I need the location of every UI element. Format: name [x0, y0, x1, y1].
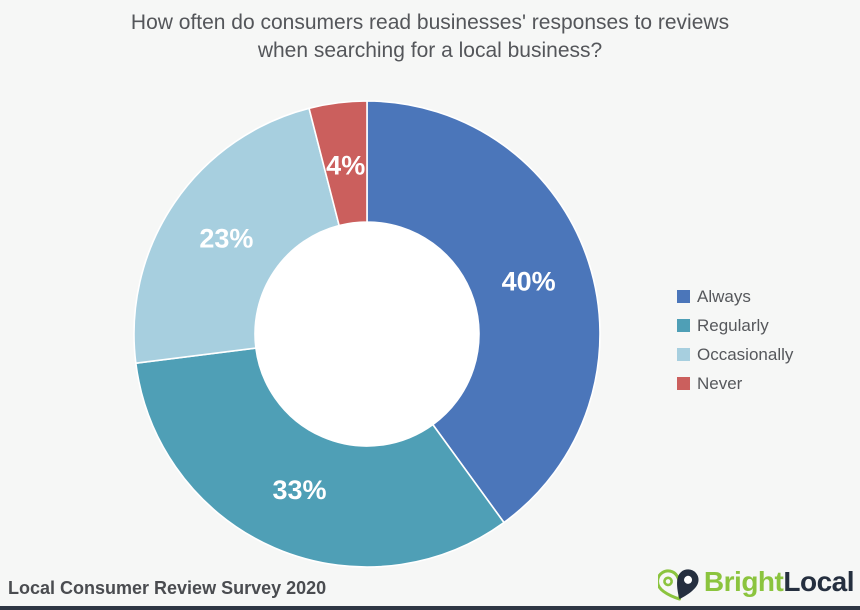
legend-label-occasionally: Occasionally: [697, 344, 794, 364]
chart-title: How often do consumers read businesses' …: [0, 9, 860, 65]
legend-swatch-regularly: [677, 319, 690, 332]
legend-item-never: Never: [677, 369, 793, 398]
legend-swatch-always: [677, 290, 690, 303]
legend-item-always: Always: [677, 282, 793, 311]
brand-wordmark: BrightLocal: [703, 566, 855, 598]
brand-wordmark-local: Local: [783, 566, 854, 597]
chart-title-line2: when searching for a local business?: [257, 39, 603, 62]
brightlocal-logo: BrightLocal: [657, 561, 855, 603]
donut-segment-occasionally: [133, 107, 340, 365]
brand-wordmark-bright: Bright: [703, 566, 784, 597]
bottom-bar: [0, 606, 860, 610]
donut-segment-regularly: [135, 347, 505, 568]
chart-legend: Always Regularly Occasionally Never: [677, 282, 793, 398]
donut-hole: [255, 222, 479, 446]
slice-label-never: 4%: [326, 150, 365, 180]
legend-item-occasionally: Occasionally: [677, 340, 793, 369]
legend-item-regularly: Regularly: [677, 311, 793, 340]
donut-segment-never: [308, 100, 368, 227]
brightlocal-pin-heart-icon: [657, 569, 699, 601]
legend-label-regularly: Regularly: [697, 315, 769, 335]
source-note: Local Consumer Review Survey 2020: [8, 578, 327, 598]
legend-swatch-never: [677, 377, 690, 390]
legend-label-never: Never: [697, 373, 743, 393]
slice-label-regularly: 33%: [272, 475, 326, 505]
slice-label-always: 40%: [502, 266, 556, 296]
legend-label-always: Always: [697, 286, 751, 306]
chart-title-line1: How often do consumers read businesses' …: [130, 11, 730, 34]
slice-label-occasionally: 23%: [199, 223, 253, 253]
legend-swatch-occasionally: [677, 348, 690, 361]
donut-segment-always: [366, 100, 601, 524]
